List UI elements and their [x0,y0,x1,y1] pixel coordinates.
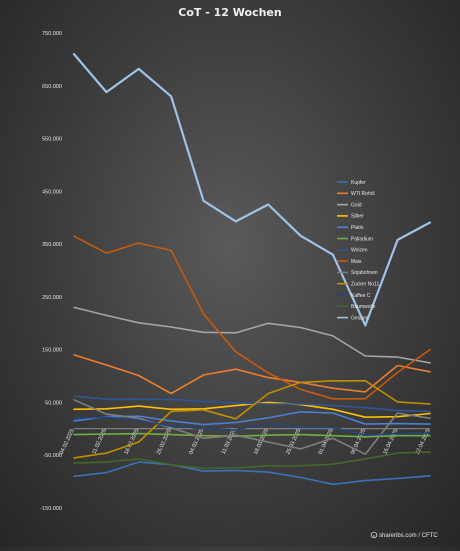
x-tick-label: 25.03.2025 [285,428,302,455]
series-line-8 [73,398,431,456]
legend: Kupfer WTI Rohöl Gold Silber Platin Palladium… [337,180,379,321]
y-tick-label: 650.000 [42,84,62,90]
credit: c shareribs.com / CFTC [370,531,438,539]
y-tick-label: -50.000 [43,453,62,459]
y-tick-label: 450.000 [42,189,62,195]
credit-text: shareribs.com / CFTC [379,533,438,539]
legend-label: Zucker No11 [351,282,379,288]
y-axis: -150.000 -50.000 50.000 150.000 250.000 350.0… [40,31,62,512]
series-line-3 [73,401,431,419]
y-tick-label: -150.000 [40,506,62,512]
series-line-4 [73,411,431,426]
legend-label: Platin [351,225,364,231]
series-line-0 [73,461,431,486]
chart-title: CoT - 12 Wochen [178,6,281,19]
series-line-9 [73,379,431,459]
series-line-12 [72,52,432,327]
legend-label: Kupfer [351,180,366,186]
series-line-1 [73,354,431,395]
series-line-5 [73,432,431,438]
legend-label: Gesamt [351,315,369,321]
y-tick-label: 350.000 [42,242,62,248]
legend-label: Palladium [351,236,373,242]
y-tick-label: 50.000 [45,400,62,406]
x-tick-label: 11.03.2025 [221,428,238,455]
series-line-6 [73,395,431,413]
legend-label: Baumwolle [351,304,376,310]
series-line-10 [73,416,431,437]
copyright-icon [370,531,378,539]
series-line-7 [73,235,431,400]
legend-label: Mais [351,259,362,265]
y-tick-label: 150.000 [42,348,62,354]
x-tick-label: 11.02.2025 [91,428,108,455]
x-tick-label: 25.02.2025 [156,428,173,455]
legend-label: Kaffee C [351,293,371,299]
x-tick-label: 04.02.2025 [59,428,76,455]
x-tick-label: 04.03.2025 [188,428,205,455]
legend-label: Gold [351,202,362,208]
y-tick-label: 750.000 [42,31,62,37]
x-tick-label: 15.04.2025 [382,428,399,455]
copyright-icon-glyph: c [373,533,375,538]
series-line-11 [73,451,431,470]
y-tick-label: 550.000 [42,137,62,143]
y-tick-label: 250.000 [42,295,62,301]
series-line-2 [73,306,431,364]
legend-label: Silber [351,214,364,220]
series-lines [72,52,432,486]
legend-label: WTI Rohöl [351,191,375,197]
legend-label: Sojabohnen [351,270,378,276]
legend-label: Weizen [351,248,368,254]
